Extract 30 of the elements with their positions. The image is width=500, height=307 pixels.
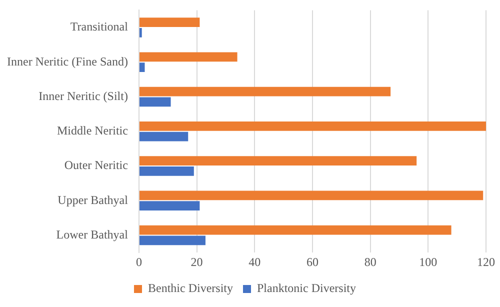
bar [139,225,452,235]
bar [139,156,417,166]
bar [139,28,142,38]
x-tick-label: 120 [477,254,495,269]
x-tick-label: 40 [248,254,261,269]
x-tick-label: 100 [419,254,438,269]
x-tick-label: 80 [364,254,376,269]
bar [139,190,484,200]
legend-label: Planktonic Diversity [257,281,356,296]
y-tick-label: Inner Neritic (Fine Sand) [6,54,128,68]
y-tick-label: Lower Bathyal [56,227,129,242]
bar [139,52,238,62]
bar [139,18,200,27]
bar [139,201,200,211]
bar [139,166,194,176]
x-tick-label: 60 [306,254,318,269]
y-tick-label: Transitional [70,20,129,34]
y-tick-label: Outer Neritic [64,158,128,172]
x-tick-label: 20 [190,254,203,269]
x-tick-label: 0 [136,254,142,269]
bar [139,97,171,107]
y-tick-label: Upper Bathyal [58,192,129,207]
legend-label: Benthic Diversity [148,281,233,296]
y-tick-label: Middle Neritic [56,124,128,138]
bar [139,62,145,72]
bar [139,236,206,246]
y-tick-label: Inner Neritic (Silt) [38,88,128,103]
bar [139,86,391,96]
bar [139,122,486,131]
bar [139,132,188,142]
